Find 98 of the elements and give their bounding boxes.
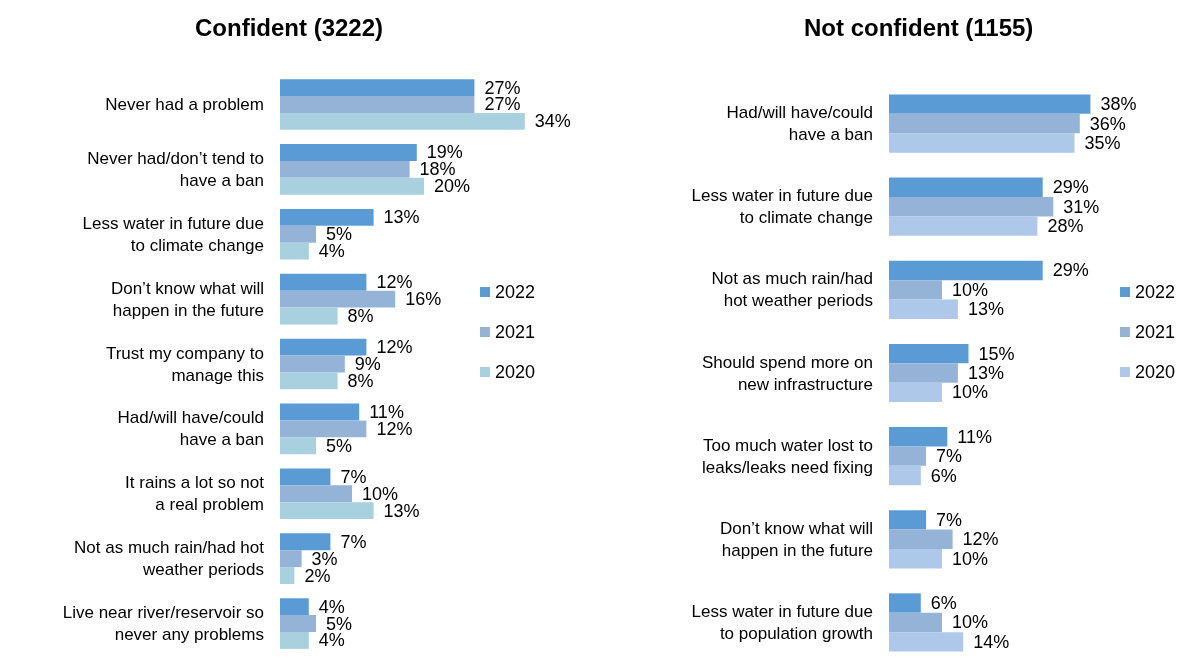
legend-label: 2020 <box>1134 362 1175 382</box>
bar <box>889 612 942 633</box>
y-tick-label: Not as much rain/had hot weather periods <box>711 269 873 311</box>
data-label: 14% <box>973 631 1010 652</box>
bar <box>280 437 316 455</box>
bar <box>280 615 316 632</box>
y-tick-label: Too much water lost to leaks/leaks need fixing <box>701 435 873 477</box>
bar <box>889 113 1080 134</box>
bar <box>280 96 475 113</box>
data-label: 35% <box>1084 132 1121 153</box>
data-label: 5% <box>326 435 353 456</box>
bar <box>280 468 331 486</box>
y-tick-label: Not as much rain/had hot weather periods <box>74 538 265 580</box>
bar <box>280 403 360 421</box>
data-label: 13% <box>967 363 1004 383</box>
bar <box>280 338 367 356</box>
data-label: 31% <box>1063 196 1100 217</box>
data-label: 12% <box>962 529 999 550</box>
bar <box>280 79 475 97</box>
bar <box>889 133 1075 153</box>
data-label: 7% <box>936 446 963 467</box>
data-label: 7% <box>936 509 963 530</box>
bar <box>280 273 367 291</box>
legend-label: 2022 <box>494 282 535 302</box>
data-label: 10% <box>952 548 989 569</box>
data-label: 15% <box>978 343 1015 364</box>
y-tick-label: Never had/don’t tend to have a ban <box>87 148 264 190</box>
chart-title: Not confident (1155) <box>804 13 1034 41</box>
bar <box>280 307 338 325</box>
data-label: 29% <box>1052 177 1089 198</box>
data-label: 8% <box>347 305 374 326</box>
bar <box>280 420 367 438</box>
data-label: 38% <box>1100 94 1137 115</box>
data-label: 10% <box>952 382 989 403</box>
y-tick-label: Never had a problem <box>105 94 264 114</box>
bar <box>889 299 958 319</box>
bar <box>889 177 1043 198</box>
bar <box>889 548 942 569</box>
data-label: 6% <box>930 465 957 486</box>
bar <box>280 177 424 195</box>
data-label: 10% <box>952 612 989 633</box>
bar <box>280 372 338 390</box>
y-tick-label: Don’t know what will happen in the future <box>719 518 873 560</box>
bar <box>889 343 969 364</box>
data-label: 34% <box>534 111 571 132</box>
y-tick-label: Less water in future due to population growth <box>691 601 873 643</box>
data-label: 28% <box>1047 216 1084 237</box>
bar <box>280 502 374 520</box>
y-tick-label: Trust my company to manage this <box>105 343 264 385</box>
bar <box>889 197 1054 217</box>
y-tick-label: Should spend more on new infrastructure <box>701 352 873 394</box>
bar <box>889 382 942 403</box>
data-label: 36% <box>1089 113 1126 134</box>
legend-label: 2020 <box>494 362 535 382</box>
bar <box>280 208 374 226</box>
data-label: 29% <box>1052 260 1089 281</box>
bar <box>889 363 958 383</box>
data-label: 13% <box>967 299 1004 320</box>
bar <box>280 355 345 373</box>
legend-label: 2021 <box>1134 322 1175 342</box>
bar <box>280 225 316 243</box>
bar <box>280 567 295 584</box>
bar <box>280 631 309 649</box>
data-label: 7% <box>340 531 367 552</box>
bar <box>280 533 331 551</box>
bar <box>889 94 1091 114</box>
bar <box>889 593 921 613</box>
legend-label: 2022 <box>1134 282 1175 302</box>
bar <box>889 529 953 549</box>
data-label: 13% <box>383 207 420 228</box>
bar <box>280 112 525 130</box>
bar <box>889 260 1043 281</box>
bar <box>280 144 417 161</box>
data-label: 6% <box>930 593 957 614</box>
y-tick-label: Had/will have/could have a ban <box>726 103 873 145</box>
y-tick-label: Less water in future due to climate change <box>691 186 873 228</box>
y-tick-label: Don’t know what will happen in the future <box>110 278 264 320</box>
bar <box>889 427 948 447</box>
legend-label: 2021 <box>494 322 535 342</box>
bar <box>889 632 964 652</box>
bar <box>280 290 396 308</box>
y-tick-label: Live near river/reservoir so never any problems <box>62 603 264 645</box>
chart-title: Confident (3222) <box>195 13 384 41</box>
bar <box>280 550 302 568</box>
bar <box>280 598 309 616</box>
bar <box>280 485 352 503</box>
bar <box>889 446 927 466</box>
bar <box>889 465 921 486</box>
bar <box>889 510 927 530</box>
bar <box>889 280 942 300</box>
bar <box>889 216 1038 236</box>
y-tick-label: It rains a lot so not a real problem <box>125 473 265 515</box>
bar <box>280 160 410 178</box>
data-label: 11% <box>957 426 992 447</box>
bar <box>280 242 309 260</box>
y-tick-label: Less water in future due to climate change <box>82 213 264 255</box>
data-label: 10% <box>952 279 989 300</box>
y-tick-label: Had/will have/could have a ban <box>117 408 264 450</box>
